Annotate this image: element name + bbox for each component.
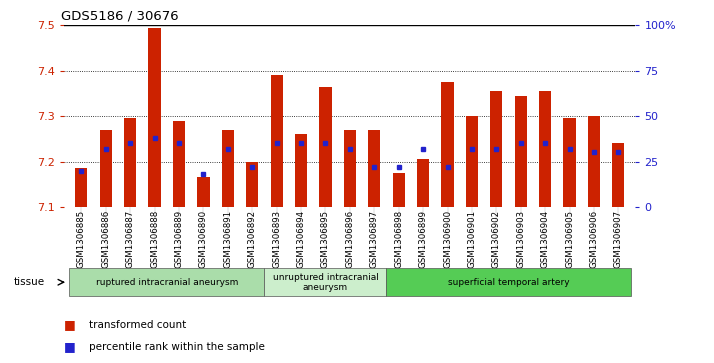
Text: GSM1306893: GSM1306893 xyxy=(272,210,281,268)
Text: superficial temporal artery: superficial temporal artery xyxy=(448,278,569,287)
Text: ruptured intracranial aneurysm: ruptured intracranial aneurysm xyxy=(96,278,238,287)
Bar xyxy=(100,130,112,207)
Text: GSM1306905: GSM1306905 xyxy=(565,210,574,268)
Bar xyxy=(441,82,453,207)
Bar xyxy=(539,91,551,207)
Text: GSM1306895: GSM1306895 xyxy=(321,210,330,268)
Bar xyxy=(417,159,429,207)
Bar xyxy=(271,75,283,207)
Text: GSM1306899: GSM1306899 xyxy=(418,210,428,268)
Bar xyxy=(319,87,331,207)
FancyBboxPatch shape xyxy=(264,268,386,296)
Text: tissue: tissue xyxy=(14,277,45,287)
Text: GSM1306890: GSM1306890 xyxy=(199,210,208,268)
Bar xyxy=(343,130,356,207)
Bar xyxy=(295,134,307,207)
Text: transformed count: transformed count xyxy=(89,320,186,330)
Text: GSM1306900: GSM1306900 xyxy=(443,210,452,268)
Text: GSM1306886: GSM1306886 xyxy=(101,210,110,268)
FancyBboxPatch shape xyxy=(69,268,264,296)
Text: ■: ■ xyxy=(64,318,76,331)
Text: GSM1306907: GSM1306907 xyxy=(614,210,623,268)
Bar xyxy=(368,130,381,207)
Text: GSM1306887: GSM1306887 xyxy=(126,210,135,268)
Text: GSM1306896: GSM1306896 xyxy=(346,210,354,268)
Text: ■: ■ xyxy=(64,340,76,353)
Text: GSM1306904: GSM1306904 xyxy=(540,210,550,268)
Bar xyxy=(124,118,136,207)
Text: percentile rank within the sample: percentile rank within the sample xyxy=(89,342,265,352)
Bar xyxy=(515,96,527,207)
Text: GSM1306894: GSM1306894 xyxy=(296,210,306,268)
Bar xyxy=(149,28,161,207)
Text: GDS5186 / 30676: GDS5186 / 30676 xyxy=(61,10,179,23)
Text: GSM1306889: GSM1306889 xyxy=(174,210,183,268)
Bar xyxy=(491,91,503,207)
Bar xyxy=(466,116,478,207)
Bar xyxy=(75,168,87,207)
Text: GSM1306885: GSM1306885 xyxy=(77,210,86,268)
Bar xyxy=(563,118,575,207)
Text: GSM1306888: GSM1306888 xyxy=(150,210,159,268)
Text: GSM1306891: GSM1306891 xyxy=(223,210,232,268)
Text: GSM1306906: GSM1306906 xyxy=(590,210,598,268)
FancyBboxPatch shape xyxy=(386,268,630,296)
Bar xyxy=(197,178,209,207)
Text: GSM1306898: GSM1306898 xyxy=(394,210,403,268)
Text: unruptured intracranial
aneurysm: unruptured intracranial aneurysm xyxy=(273,273,378,292)
Bar xyxy=(173,121,185,207)
Text: GSM1306897: GSM1306897 xyxy=(370,210,378,268)
Text: GSM1306901: GSM1306901 xyxy=(468,210,476,268)
Bar xyxy=(613,143,625,207)
Bar xyxy=(222,130,234,207)
Bar xyxy=(588,116,600,207)
Text: GSM1306902: GSM1306902 xyxy=(492,210,501,268)
Bar xyxy=(393,173,405,207)
Bar xyxy=(246,162,258,207)
Text: GSM1306903: GSM1306903 xyxy=(516,210,526,268)
Text: GSM1306892: GSM1306892 xyxy=(248,210,257,268)
